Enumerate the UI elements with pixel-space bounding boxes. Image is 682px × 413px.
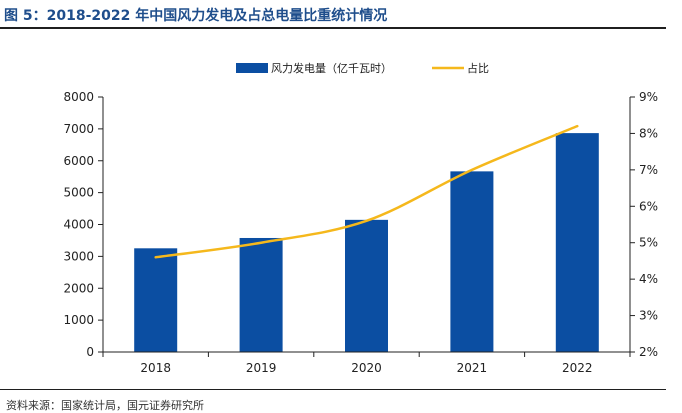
y-left-tick-label: 6000 [63, 154, 94, 168]
x-tick-label: 2020 [351, 361, 382, 375]
bar-2020 [345, 220, 388, 352]
legend-line-label: 占比 [467, 61, 489, 75]
y-left-tick-label: 5000 [63, 186, 94, 200]
x-tick-label: 2022 [562, 361, 593, 375]
bar-2022 [556, 133, 599, 352]
y-left-tick-label: 7000 [63, 122, 94, 136]
bar-series [134, 133, 599, 352]
y-right-tick-label: 5% [639, 236, 658, 250]
x-tick-label: 2018 [140, 361, 171, 375]
y-right-tick-label: 7% [639, 163, 658, 177]
x-tick-label: 2019 [246, 361, 277, 375]
y-right-tick-label: 4% [639, 272, 658, 286]
y-left-tick-label: 0 [86, 345, 94, 359]
legend-bar-swatch [236, 63, 268, 73]
legend: 风力发电量（亿千瓦时） 占比 [236, 61, 489, 75]
y-right-tick-label: 6% [639, 199, 658, 213]
y-left-tick-label: 1000 [63, 313, 94, 327]
bar-2019 [240, 238, 283, 352]
source-divider [0, 389, 666, 390]
y-right-tick-label: 9% [639, 90, 658, 104]
y-left-tick-label: 2000 [63, 281, 94, 295]
legend-bar-label: 风力发电量（亿千瓦时） [271, 61, 392, 75]
y-right-tick-label: 8% [639, 126, 658, 140]
y-right-tick-label: 2% [639, 345, 658, 359]
y-left-tick-label: 4000 [63, 218, 94, 232]
source-note: 资料来源：国家统计局，国元证券研究所 [6, 397, 204, 413]
bar-2021 [450, 171, 493, 352]
y-right-tick-label: 3% [639, 309, 658, 323]
x-tick-label: 2021 [457, 361, 488, 375]
y-left-tick-label: 8000 [63, 90, 94, 104]
bar-2018 [134, 248, 177, 352]
y-left-tick-label: 3000 [63, 249, 94, 263]
